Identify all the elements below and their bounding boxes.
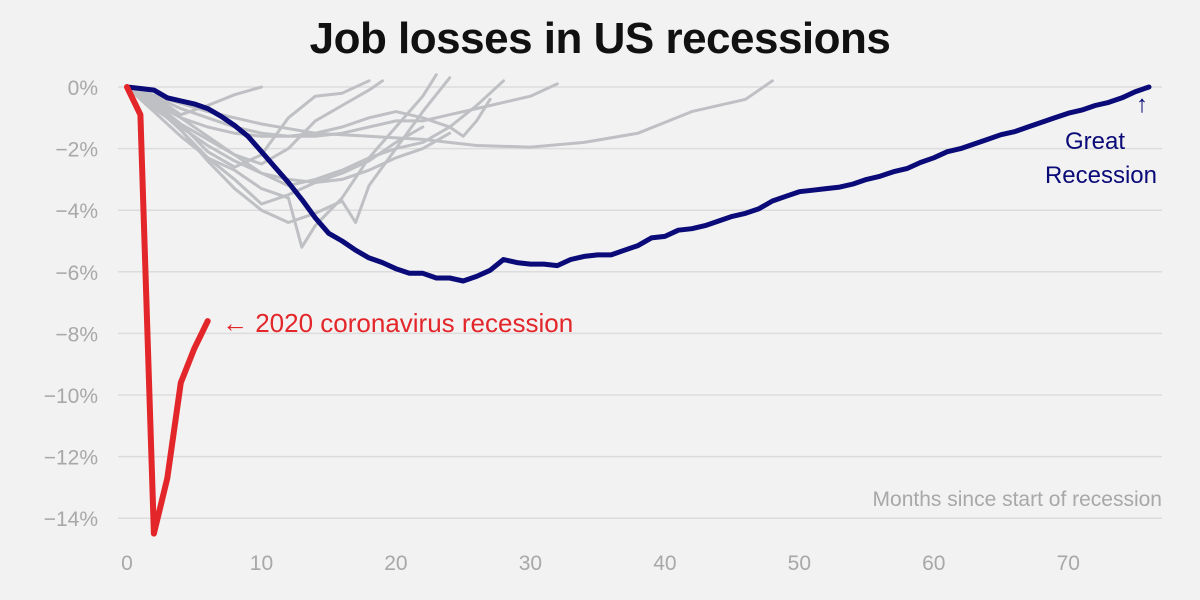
x-tick-label: 30 bbox=[519, 552, 542, 575]
other-recession-line bbox=[125, 85, 425, 206]
chart-title: Job losses in US recessions bbox=[309, 14, 891, 63]
x-axis-label: Months since start of recession bbox=[873, 488, 1162, 511]
x-tick-label: 70 bbox=[1057, 552, 1080, 575]
x-tick-label: 10 bbox=[250, 552, 273, 575]
grid-lines bbox=[118, 86, 1162, 519]
y-tick-label: 0% bbox=[68, 77, 98, 100]
x-tick-label: 40 bbox=[653, 552, 676, 575]
x-tick-label: 50 bbox=[788, 552, 811, 575]
x-tick-label: 60 bbox=[922, 552, 945, 575]
y-axis-tick-labels: 0% −2% −4% −6% −8% −10% −12% −14% bbox=[44, 77, 98, 531]
x-tick-label: 0 bbox=[121, 552, 133, 575]
great-recession-annotation-line2: Recession bbox=[1045, 162, 1157, 189]
coronavirus-recession-line bbox=[124, 84, 211, 537]
great-recession-line bbox=[124, 84, 1152, 284]
other-recession-line bbox=[125, 73, 438, 249]
other-recession-line bbox=[125, 85, 492, 138]
y-tick-label: −8% bbox=[55, 323, 98, 346]
y-tick-label: −12% bbox=[44, 447, 98, 470]
great-recession-arrow: ↑ bbox=[1136, 91, 1148, 118]
y-tick-label: −6% bbox=[55, 262, 98, 285]
y-tick-label: −4% bbox=[55, 200, 98, 223]
series-layer bbox=[124, 73, 1152, 537]
y-tick-label: −2% bbox=[55, 139, 98, 162]
x-axis-tick-labels: 0 10 20 30 40 50 60 70 bbox=[121, 552, 1080, 575]
other-recession-line bbox=[125, 79, 505, 188]
great-recession-annotation-line1: Great bbox=[1065, 128, 1125, 155]
y-tick-label: −14% bbox=[44, 508, 98, 531]
x-tick-label: 20 bbox=[384, 552, 407, 575]
y-tick-label: −10% bbox=[44, 385, 98, 408]
coronavirus-recession-annotation: ← 2020 coronavirus recession bbox=[222, 308, 573, 338]
other-recession-line bbox=[125, 79, 384, 166]
